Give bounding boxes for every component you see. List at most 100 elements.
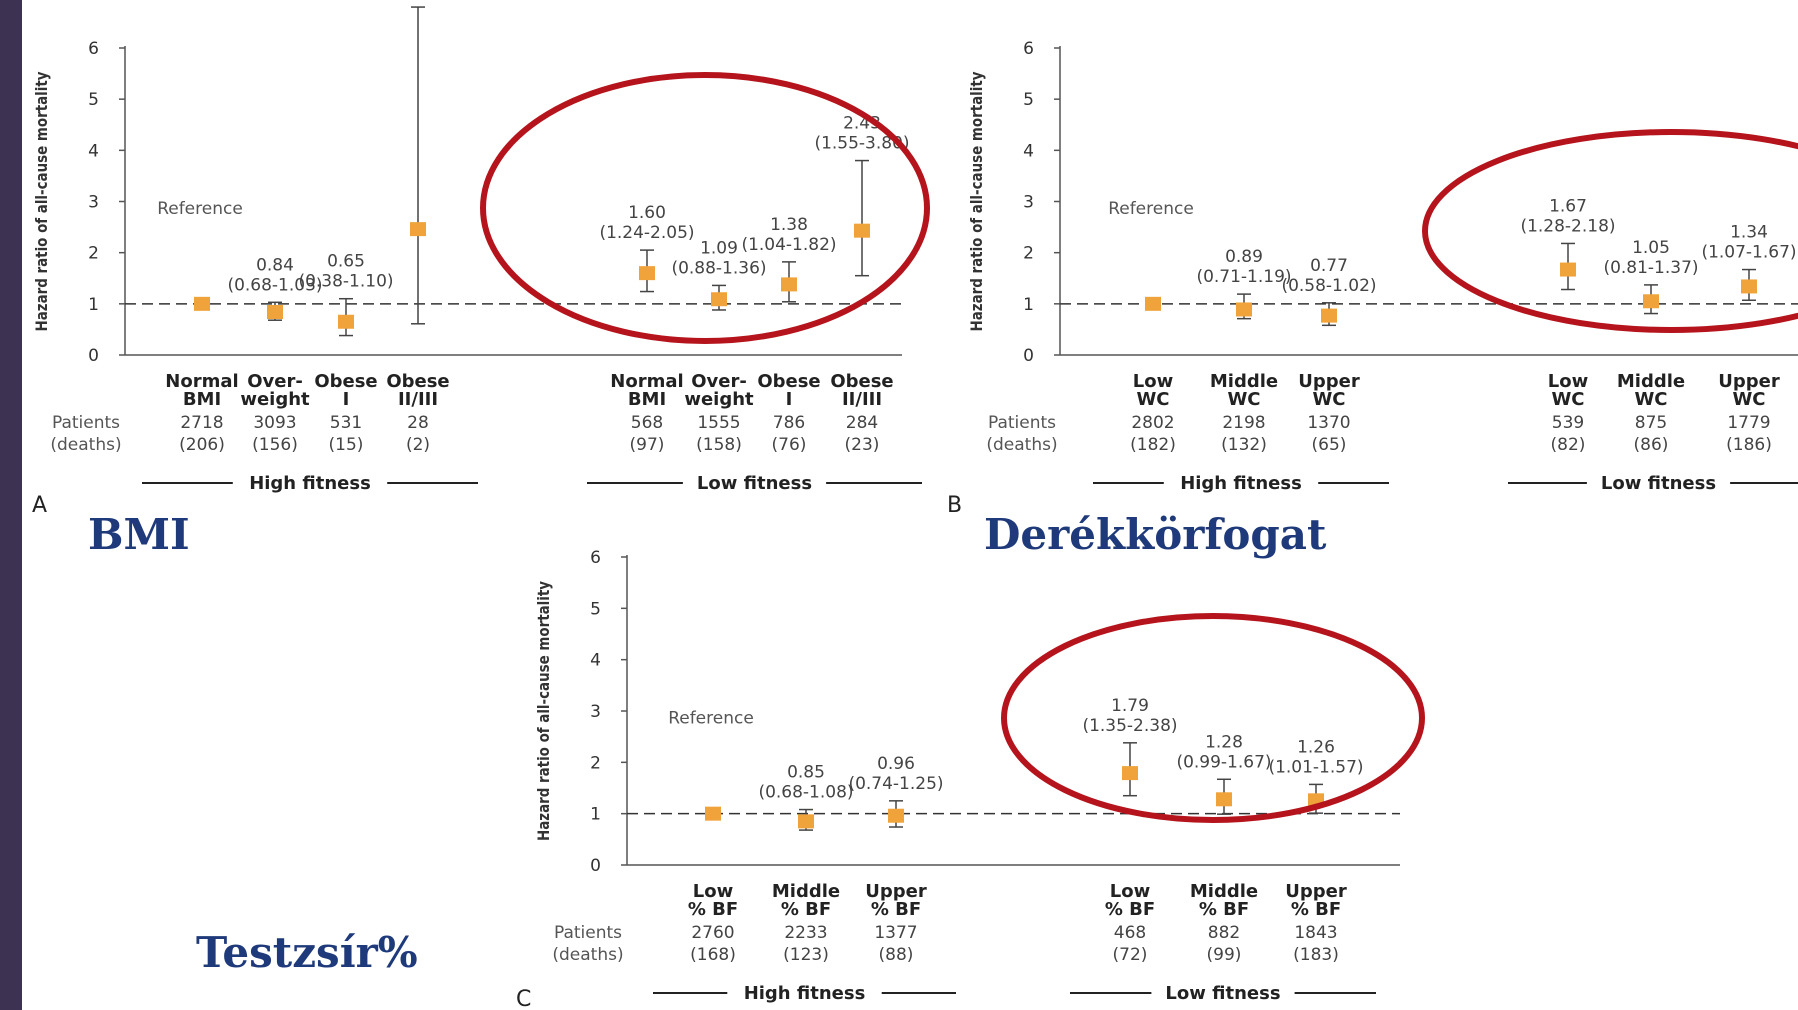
panel-letter: C [516, 987, 531, 1010]
deaths-count: (182) [1130, 435, 1176, 455]
patients-count: 28 [407, 413, 429, 433]
category-label: Middle [1617, 371, 1685, 392]
hr-point [711, 292, 727, 307]
category-label: Middle [1210, 371, 1278, 392]
patients-count: 882 [1208, 923, 1240, 943]
hr-value-label: 1.34 [1730, 223, 1768, 243]
patients-count: 468 [1114, 923, 1146, 943]
category-label: Middle [1190, 881, 1258, 902]
deaths-row-label: (deaths) [552, 945, 623, 965]
category-label: WC [1634, 389, 1667, 410]
patients-row-label: Patients [554, 923, 622, 943]
category-label: Low [1548, 371, 1588, 392]
hr-point [888, 808, 904, 823]
category-label: weight [240, 389, 310, 410]
category-label: Middle [772, 881, 840, 902]
y-axis-title: Hazard ratio of all-cause mortality [534, 581, 553, 841]
category-label: % BF [1199, 899, 1249, 920]
deaths-count: (15) [329, 435, 364, 455]
category-label: BMI [183, 389, 221, 410]
category-label: Low [693, 881, 733, 902]
patients-count: 1555 [697, 413, 740, 433]
caption-waist: Derékkörfogat [984, 510, 1327, 559]
hr-point [1216, 792, 1232, 807]
category-label: Over- [247, 371, 303, 392]
reference-label: Reference [157, 199, 243, 219]
category-label: Obese [386, 371, 449, 392]
deaths-count: (206) [179, 435, 225, 455]
group-label: Low fitness [1165, 983, 1280, 1004]
category-label: Upper [1285, 881, 1347, 902]
ci-value-label: (1.04-1.82) [741, 235, 836, 255]
deaths-count: (186) [1726, 435, 1772, 455]
deaths-count: (65) [1312, 435, 1347, 455]
deaths-count: (76) [772, 435, 807, 455]
hr-point [854, 223, 870, 238]
category-label: Normal [165, 371, 238, 392]
deaths-count: (158) [696, 435, 742, 455]
hr-value-label: 1.09 [700, 238, 738, 258]
patients-count: 786 [773, 413, 805, 433]
deaths-row-label: (deaths) [50, 435, 121, 455]
hr-value-label: 1.60 [628, 203, 666, 223]
group-label: Low fitness [697, 473, 812, 494]
deaths-count: (168) [690, 945, 736, 965]
y-tick-label: 1 [1023, 295, 1034, 315]
y-tick-label: 0 [1023, 346, 1034, 366]
deaths-count: (86) [1634, 435, 1669, 455]
patients-count: 2718 [180, 413, 223, 433]
category-label: WC [1551, 389, 1584, 410]
patients-count: 2802 [1131, 413, 1174, 433]
ci-value-label: (1.01-1.57) [1268, 757, 1363, 777]
hr-point [194, 296, 210, 311]
category-label: Over- [691, 371, 747, 392]
patients-row-label: Patients [988, 413, 1056, 433]
ci-value-label: (0.74-1.25) [848, 774, 943, 794]
hr-point [1321, 308, 1337, 323]
ci-value-label: (1.28-2.18) [1520, 216, 1615, 236]
chart-panel-c: 0 1 2 3 4 5 6 Hazard ratio of all-cause mortali… [516, 548, 1425, 1010]
category-label: WC [1732, 389, 1765, 410]
ci-value-label: (0.88-1.36) [671, 258, 766, 278]
caption-bodyfat: Testzsír% [196, 928, 418, 977]
category-label: Low [1110, 881, 1150, 902]
category-label: Upper [1298, 371, 1360, 392]
y-tick-label: 3 [88, 193, 99, 213]
patients-count: 2198 [1222, 413, 1265, 433]
deaths-count: (72) [1113, 945, 1148, 965]
hr-value-label: 1.28 [1205, 732, 1243, 752]
panel-letter: B [947, 493, 962, 518]
y-tick-label: 2 [590, 753, 601, 773]
deaths-count: (23) [845, 435, 880, 455]
category-label: WC [1136, 389, 1169, 410]
deaths-count: (2) [406, 435, 430, 455]
y-tick-label: 0 [88, 346, 99, 366]
deaths-count: (183) [1293, 945, 1339, 965]
deaths-count: (99) [1207, 945, 1242, 965]
category-label: WC [1227, 389, 1260, 410]
category-label: BMI [628, 389, 666, 410]
category-label: % BF [781, 899, 831, 920]
category-label: Obese [757, 371, 820, 392]
y-axis-title: Hazard ratio of all-cause mortality [967, 71, 986, 331]
caption-bmi: BMI [88, 510, 190, 559]
y-tick-label: 6 [590, 548, 601, 568]
chart-panel-a: 0 1 2 3 4 5 6 Hazard ratio of all-cause mortali… [32, 0, 930, 518]
ci-value-label: (0.58-1.02) [1281, 276, 1376, 296]
hr-point [1122, 766, 1138, 781]
category-label: % BF [1105, 899, 1155, 920]
patients-count: 1779 [1727, 413, 1770, 433]
hr-value-label: 1.79 [1111, 696, 1149, 716]
y-tick-label: 4 [88, 141, 99, 161]
hr-value-label: 1.26 [1297, 737, 1335, 757]
ci-value-label: (0.38-1.10) [298, 272, 393, 292]
ci-value-label: (1.24-2.05) [599, 223, 694, 243]
category-label: II/III [842, 389, 882, 410]
group-label: High fitness [1180, 473, 1302, 494]
deaths-count: (156) [252, 435, 298, 455]
hr-point [781, 277, 797, 292]
ci-value-label: (1.55-3.80) [814, 134, 909, 154]
y-axis-title: Hazard ratio of all-cause mortality [32, 71, 51, 331]
patients-count: 539 [1552, 413, 1584, 433]
patients-count: 3093 [253, 413, 296, 433]
